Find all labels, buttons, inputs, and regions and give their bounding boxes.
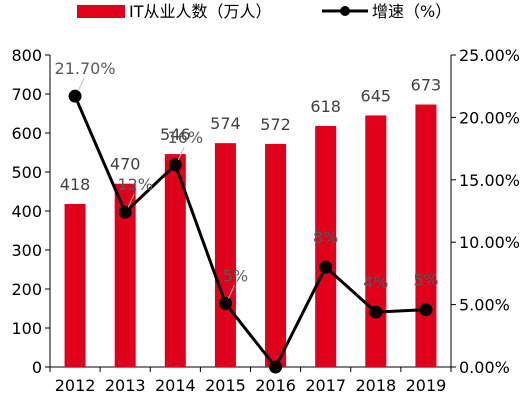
growth-value-label: 21.70% bbox=[55, 59, 116, 78]
right-tick-label: 5.00% bbox=[459, 296, 510, 315]
x-tick-label: 2016 bbox=[255, 376, 296, 395]
growth-point bbox=[218, 296, 232, 310]
bar bbox=[415, 104, 437, 367]
bar-value-label: 418 bbox=[60, 175, 91, 194]
bar bbox=[315, 125, 337, 367]
growth-leader-line bbox=[77, 77, 85, 92]
data-labels: 418 470 546 574 572 618 645 673 21.70% 12% 16% 5% 8%… bbox=[55, 59, 442, 299]
bar-value-label: 572 bbox=[260, 115, 291, 134]
growth-value-label: 8% bbox=[313, 228, 338, 247]
left-tick-label: 500 bbox=[11, 163, 42, 182]
x-tick-label: 2017 bbox=[305, 376, 346, 395]
bars bbox=[64, 104, 437, 367]
legend: IT从业人数（万人） 增速（%） bbox=[77, 2, 451, 21]
growth-value-label: 5% bbox=[223, 266, 248, 285]
x-tick-label: 2015 bbox=[205, 376, 246, 395]
bar bbox=[214, 143, 236, 367]
legend-line-marker bbox=[340, 6, 350, 16]
growth-point bbox=[419, 303, 433, 317]
bar bbox=[365, 115, 387, 367]
growth-leader-line bbox=[227, 285, 235, 299]
bar-value-label: 470 bbox=[110, 155, 141, 174]
bar-value-label: 574 bbox=[210, 114, 241, 133]
growth-line bbox=[68, 89, 433, 374]
right-tick-label: 0.00% bbox=[459, 358, 510, 377]
growth-point bbox=[269, 360, 283, 374]
growth-point bbox=[168, 158, 182, 172]
growth-point bbox=[369, 305, 383, 319]
x-tick-label: 2012 bbox=[55, 376, 96, 395]
growth-leader-line bbox=[177, 146, 185, 161]
growth-value-label: 4% bbox=[363, 273, 388, 292]
bar bbox=[164, 154, 186, 367]
x-tick-label: 2014 bbox=[155, 376, 196, 395]
legend-line-label: 增速（%） bbox=[372, 2, 451, 21]
left-tick-label: 800 bbox=[11, 46, 42, 65]
legend-bar-label: IT从业人数（万人） bbox=[129, 2, 272, 21]
legend-bar-swatch bbox=[77, 5, 125, 18]
left-tick-label: 600 bbox=[11, 124, 42, 143]
bar-value-label: 546 bbox=[160, 125, 191, 144]
bar bbox=[114, 183, 136, 367]
growth-point bbox=[319, 260, 333, 274]
left-tick-label: 0 bbox=[32, 358, 42, 377]
growth-value-label: 12% bbox=[117, 175, 153, 194]
bar-value-label: 618 bbox=[310, 97, 341, 116]
left-tick-label: 700 bbox=[11, 85, 42, 104]
bar bbox=[64, 203, 86, 367]
growth-line-path bbox=[73, 95, 427, 369]
left-tick-label: 100 bbox=[11, 319, 42, 338]
growth-leader-line bbox=[127, 194, 135, 208]
left-tick-label: 300 bbox=[11, 241, 42, 260]
axes: 0 100 200 300 400 500 600 700 800 0.00% 5.00% 10.00… bbox=[11, 46, 520, 395]
x-tick-label: 2018 bbox=[355, 376, 396, 395]
growth-point bbox=[118, 205, 132, 219]
right-tick-label: 15.00% bbox=[459, 171, 520, 190]
left-tick-label: 200 bbox=[11, 280, 42, 299]
growth-value-label: 16% bbox=[168, 128, 204, 147]
bar-value-label: 673 bbox=[411, 76, 442, 95]
bar bbox=[265, 143, 287, 367]
bar-value-label: 645 bbox=[361, 86, 392, 105]
growth-value-label: 5% bbox=[413, 271, 438, 290]
growth-point bbox=[68, 89, 82, 103]
right-tick-label: 25.00% bbox=[459, 46, 520, 65]
right-tick-label: 20.00% bbox=[459, 108, 520, 127]
x-tick-label: 2019 bbox=[406, 376, 447, 395]
right-tick-label: 10.00% bbox=[459, 233, 520, 252]
x-tick-label: 2013 bbox=[105, 376, 146, 395]
left-tick-label: 400 bbox=[11, 202, 42, 221]
